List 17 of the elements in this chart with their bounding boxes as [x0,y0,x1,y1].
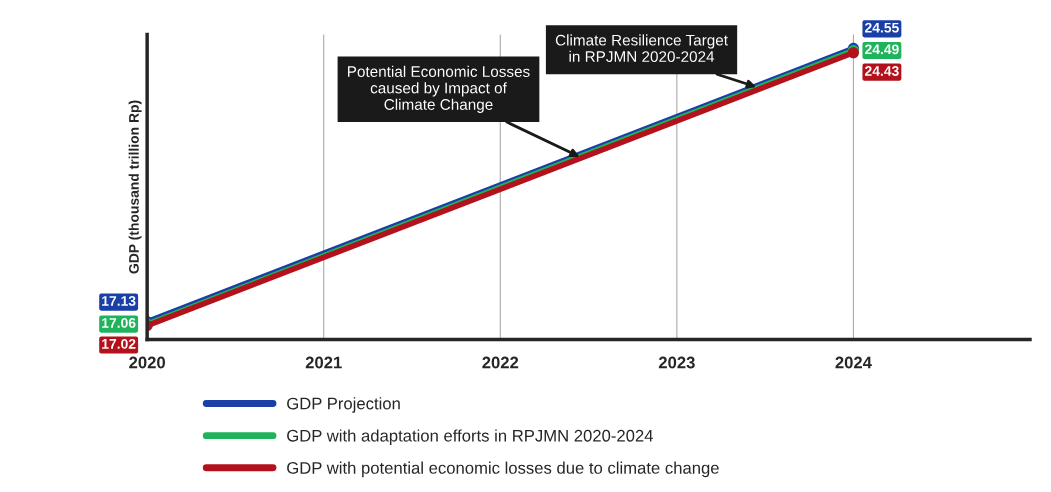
legend-label: GDP Projection [287,397,400,413]
x-tick-label: 2020 [129,356,165,369]
data-label: 24.55 [865,22,899,33]
legend-label: GDP with potential economic losses due to climate change [287,461,719,478]
data-label: 24.43 [865,66,899,76]
data-label: 17.02 [102,338,136,349]
x-tick-label: 2021 [305,356,342,369]
data-label: 17.06 [102,318,136,328]
legend-label: GDP with adaptation efforts in RPJMN 2020-2024 [287,429,653,445]
x-tick-label: 2024 [835,356,872,369]
annotation: Potential Economic Losses caused by Impact of Climate Change [348,65,530,113]
x-tick-label: 2023 [658,356,695,369]
annotation: Climate Resilience Target in RPJMN 2020-2024 [555,34,728,63]
x-tick-label: 2022 [482,356,519,369]
y-axis-title: GDP (thousand trillion Rp) [128,100,142,274]
data-label: 17.13 [102,296,136,306]
data-label: 24.49 [865,44,899,55]
